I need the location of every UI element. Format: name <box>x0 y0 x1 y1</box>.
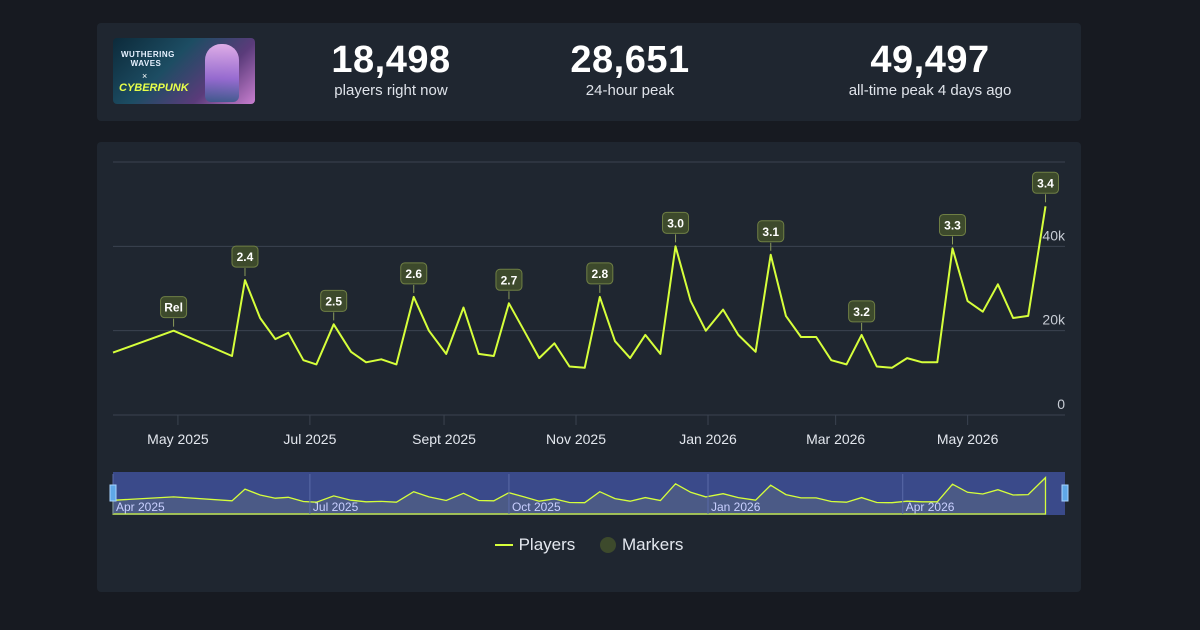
stat-24h-label: 24-hour peak <box>585 82 675 99</box>
marker-2.8: 2.8 <box>586 262 614 293</box>
player-chart[interactable]: May 2025 Jul 2025 Sept 2025 Nov 2025 Jan 202… <box>97 142 1081 522</box>
navigator-handle-right[interactable] <box>1061 484 1069 502</box>
stat-current-label: players right now <box>334 82 448 99</box>
navigator-tick-label: Jan 2026 <box>711 500 761 514</box>
marker-layer: Rel 2.4 2.5 2.6 2.7 2.8 3.0 3.1 3.2 3.3 3.4 <box>160 171 1060 331</box>
x-tick-label: May 2025 <box>147 431 209 447</box>
marker-badge <box>662 211 690 234</box>
marker-label: 2.8 <box>591 267 608 281</box>
marker-badge <box>938 213 966 236</box>
navigator-tick-label: Apr 2026 <box>906 500 955 514</box>
stat-alltime-peak: 49,497 all-time peak 4 days ago <box>800 39 1060 101</box>
marker-label: 2.5 <box>325 294 342 308</box>
stat-alltime-label: all-time peak 4 days ago <box>848 82 1012 99</box>
marker-label: 2.6 <box>405 267 422 281</box>
x-tick-label: Jan 2026 <box>679 431 737 447</box>
marker-badge <box>231 245 259 268</box>
x-tick-label: May 2026 <box>937 431 999 447</box>
grid-layer <box>113 161 1065 416</box>
marker-2.4: 2.4 <box>231 245 259 277</box>
marker-3.0: 3.0 <box>662 211 690 243</box>
marker-badge <box>320 289 348 312</box>
marker-label: Rel <box>164 301 183 315</box>
marker-badge <box>1032 171 1060 194</box>
players-series-line <box>112 206 1047 369</box>
marker-label: 2.7 <box>501 273 518 287</box>
marker-badge <box>848 300 876 323</box>
chart-card: May 2025 Jul 2025 Sept 2025 Nov 2025 Jan 202… <box>97 142 1081 592</box>
legend-players[interactable]: Players <box>494 534 576 555</box>
y-tick-label: 20k <box>1042 312 1066 328</box>
marker-3.3: 3.3 <box>938 213 966 245</box>
legend-markers-swatch <box>600 537 616 554</box>
legend-markers[interactable]: Markers <box>600 535 683 555</box>
navigator-handle-left[interactable] <box>109 484 117 502</box>
x-tick-label: Jul 2025 <box>283 431 336 447</box>
marker-label: 3.1 <box>762 225 779 239</box>
stat-current-value: 18,498 <box>331 39 451 81</box>
marker-Rel: Rel <box>160 296 188 327</box>
marker-label: 3.0 <box>667 216 684 230</box>
marker-badge <box>586 262 614 285</box>
stat-alltime-value: 49,497 <box>870 39 990 81</box>
stat-24h-peak: 28,651 24-hour peak <box>500 39 760 101</box>
marker-2.7: 2.7 <box>495 268 523 300</box>
navigator-tick-label: Apr 2025 <box>116 500 165 514</box>
marker-badge <box>495 268 523 291</box>
thumbnail-character <box>205 44 239 102</box>
marker-badge <box>160 296 188 319</box>
marker-label: 3.4 <box>1037 176 1054 190</box>
navigator-tick-label: Jul 2025 <box>313 500 359 514</box>
navigator[interactable]: Apr 2025 Jul 2025 Oct 2025 Jan 2026 Apr 2026 <box>109 472 1069 515</box>
marker-2.6: 2.6 <box>400 262 428 293</box>
x-tick-label: Sept 2025 <box>412 431 476 447</box>
stat-24h-value: 28,651 <box>570 39 690 81</box>
game-thumbnail[interactable]: WUTHERING WAVES × CYBERPUNK <box>113 38 255 104</box>
y-tick-label: 40k <box>1042 227 1066 243</box>
thumbnail-title: WUTHERING WAVES <box>121 50 175 68</box>
navigator-series-area <box>112 476 1047 515</box>
navigator-tick-label: Oct 2025 <box>512 500 561 514</box>
stats-card: WUTHERING WAVES × CYBERPUNK 18,498 player… <box>97 23 1081 121</box>
marker-3.1: 3.1 <box>757 220 785 251</box>
marker-label: 2.4 <box>237 250 254 264</box>
marker-3.2: 3.2 <box>848 300 876 331</box>
chart-legend: Players Markers <box>97 534 1081 555</box>
marker-badge <box>400 262 428 285</box>
legend-markers-label: Markers <box>622 534 684 554</box>
marker-3.4: 3.4 <box>1032 171 1060 203</box>
thumbnail-cross: × <box>142 71 148 81</box>
marker-label: 3.2 <box>853 305 870 319</box>
x-tick-label: Nov 2025 <box>546 431 606 447</box>
y-axis: 0 20k 40k <box>1042 227 1066 412</box>
legend-players-label: Players <box>518 534 576 554</box>
x-axis: May 2025 Jul 2025 Sept 2025 Nov 2025 Jan 202… <box>147 415 999 447</box>
stat-current-players: 18,498 players right now <box>261 39 521 101</box>
y-tick-label: 0 <box>1057 396 1065 412</box>
thumbnail-collab: CYBERPUNK <box>119 82 189 94</box>
marker-badge <box>757 220 785 243</box>
marker-2.5: 2.5 <box>320 289 348 321</box>
navigator-ticks: Apr 2025 Jul 2025 Oct 2025 Jan 2026 Apr 2026 <box>112 474 955 514</box>
marker-label: 3.3 <box>944 218 961 232</box>
legend-players-swatch <box>494 544 513 547</box>
x-tick-label: Mar 2026 <box>806 431 865 447</box>
